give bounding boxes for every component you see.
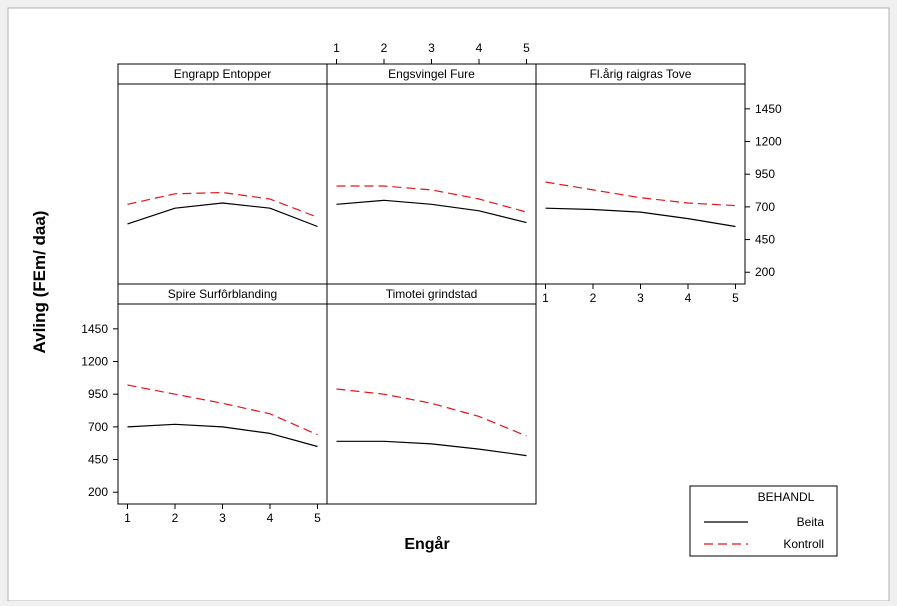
legend: BEHANDL Beita Kontroll [689,485,838,557]
panel-frame [117,283,328,505]
panel-strip [535,63,746,85]
x-axis-label: Engår [404,535,449,553]
x-tick-label: 4 [476,41,483,55]
x-tick-label: 2 [381,41,388,55]
x-tick-label: 5 [732,291,739,305]
series-line-kontroll [127,191,318,218]
x-tick-label: 2 [172,511,179,525]
axes: 1 2 3 4 5 1 2 3 4 5 1 2 3 4 5 200 450 700 950 1200 1450 200 45… [81,41,782,525]
y-axis-label: Avling (FEm/ daa) [30,211,49,354]
series-line-kontroll [127,384,318,436]
x-tick-label: 4 [685,291,692,305]
y-tick-label: 450 [88,453,108,467]
series-line-kontroll [336,185,527,213]
y-tick-label: 950 [755,167,775,181]
y-axis-right: 200 450 700 950 1200 1450 [745,102,782,279]
x-axis-right-panel: 1 2 3 4 5 [542,284,739,305]
panel-frame [117,63,328,285]
series-line-beita [127,423,318,448]
legend-label-kontroll: Kontroll [783,537,824,551]
legend-title: BEHANDL [758,490,815,504]
x-axis-bottom: 1 2 3 4 5 [124,504,321,525]
legend-box [689,485,838,557]
x-tick-label: 4 [267,511,274,525]
panel-title: Engrapp Entopper [174,67,271,81]
panels: Engrapp Entopper Engsvingel Fure Fl.årig r… [117,63,746,505]
series-line-kontroll [545,181,736,207]
panel-spire-surf-rblanding: Spire Surfôrblanding [117,283,328,505]
y-tick-label: 1450 [755,102,782,116]
panel-title: Fl.årig raigras Tove [590,67,692,81]
y-tick-label: 450 [755,233,775,247]
y-tick-label: 950 [88,387,108,401]
series-line-beita [127,202,318,228]
series-line-beita [336,440,527,457]
y-tick-label: 700 [88,420,108,434]
x-tick-label: 1 [333,41,340,55]
legend-label-beita: Beita [797,515,825,529]
x-tick-label: 3 [219,511,226,525]
panel-frame [326,63,537,285]
series-line-beita [545,207,736,228]
panel-engrapp-entopper: Engrapp Entopper [117,63,328,285]
panel-timotei-grindstad: Timotei grindstad [326,283,537,505]
y-axis-left: 200 450 700 950 1200 1450 [81,322,118,499]
panel-fl-rig-raigras-tove: Fl.årig raigras Tove [535,63,746,285]
panel-title: Spire Surfôrblanding [168,287,277,301]
series-line-kontroll [336,388,527,437]
x-tick-label: 3 [428,41,435,55]
y-tick-label: 1450 [81,322,108,336]
panel-engsvingel-fure: Engsvingel Fure [326,63,537,285]
y-tick-label: 1200 [81,355,108,369]
x-tick-label: 5 [523,41,530,55]
panel-title: Timotei grindstad [386,287,478,301]
x-tick-label: 1 [124,511,131,525]
x-tick-label: 5 [314,511,321,525]
panel-strip [326,283,537,305]
x-tick-label: 2 [590,291,597,305]
y-tick-label: 200 [755,265,775,279]
panel-frame [535,63,746,285]
y-tick-label: 1200 [755,135,782,149]
x-tick-label: 3 [637,291,644,305]
panel-frame [326,283,537,505]
x-tick-label: 1 [542,291,549,305]
series-line-beita [336,199,527,224]
y-tick-label: 200 [88,485,108,499]
x-axis-top: 1 2 3 4 5 [333,41,530,64]
y-tick-label: 700 [755,200,775,214]
panel-title: Engsvingel Fure [388,67,475,81]
